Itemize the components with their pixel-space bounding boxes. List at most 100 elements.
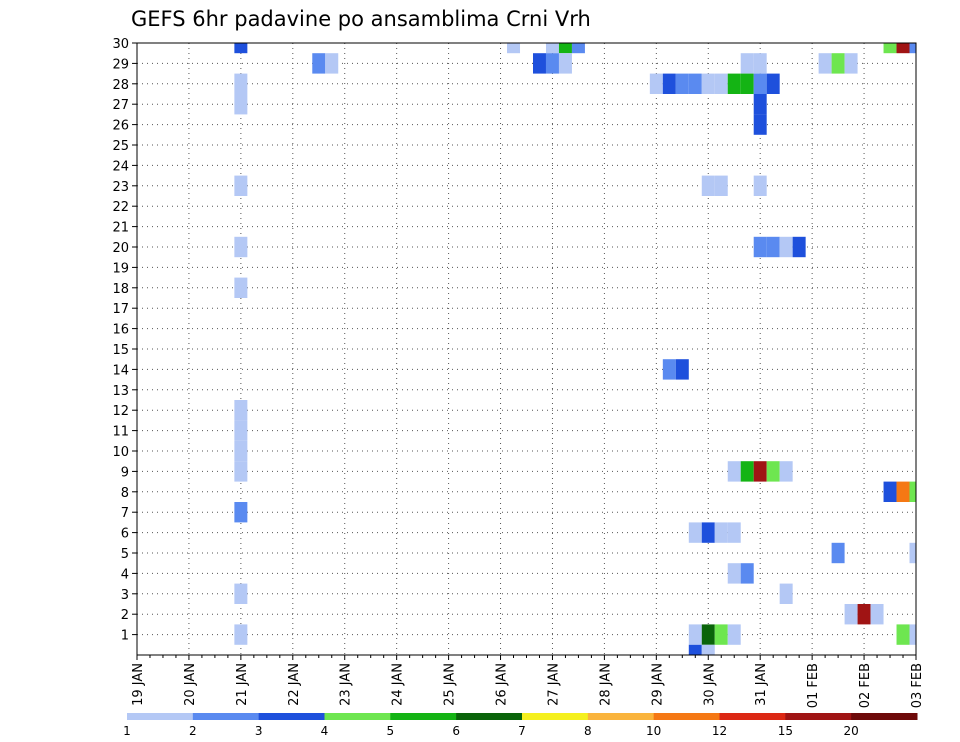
y-tick-label: 23 (112, 180, 129, 195)
y-tick-label: 22 (112, 200, 129, 215)
heatmap-cell (779, 583, 793, 604)
x-tick-label: 02 FEB (858, 663, 873, 708)
heatmap-cell (740, 563, 754, 584)
heatmap-cell (779, 236, 793, 258)
colorbar-segment (390, 713, 457, 720)
colorbar-segment (785, 713, 852, 720)
x-tick-label: 24 JAN (391, 663, 406, 706)
x-tick-label: 21 JAN (235, 663, 250, 706)
x-tick-label: 22 JAN (287, 663, 302, 706)
y-tick-label: 28 (112, 78, 129, 93)
colorbar-label: 5 (387, 724, 395, 738)
heatmap-cell (688, 73, 702, 94)
heatmap-cell (831, 53, 845, 74)
colorbar: 1 2 3 4 5 6 7 8 10 12 15 20 (123, 713, 918, 738)
heatmap-cell (234, 502, 248, 523)
heatmap-cell (909, 43, 916, 54)
heatmap-cell (312, 53, 326, 74)
y-tick-label: 5 (121, 547, 129, 562)
heatmap-cell (675, 73, 689, 94)
heatmap-cell (909, 624, 916, 645)
heatmap-cell (766, 461, 780, 482)
heatmap-cell (234, 277, 248, 298)
colorbar-label: 1 (123, 724, 131, 738)
heatmap-cell (688, 522, 702, 543)
colorbar-segment (456, 713, 523, 720)
y-tick-label: 15 (112, 343, 129, 358)
heatmap-cell (688, 624, 702, 645)
y-tick-label: 10 (112, 445, 129, 460)
x-tick-label: 28 JAN (598, 663, 613, 706)
heatmap-cell (896, 481, 910, 502)
heatmap-cell (662, 359, 676, 380)
y-tick-label: 21 (112, 221, 129, 236)
heatmap-cell (649, 73, 663, 94)
colorbar-label: 10 (646, 724, 661, 738)
heatmap-cell (234, 175, 248, 196)
plot-frame (136, 42, 917, 656)
y-tick-label: 19 (112, 261, 129, 276)
heatmap-cell (545, 43, 559, 54)
colorbar-label: 2 (189, 724, 197, 738)
y-tick-label: 2 (121, 608, 129, 623)
heatmap-cell (753, 461, 767, 482)
heatmap-cell (234, 43, 248, 54)
heatmap-cell (234, 236, 248, 258)
heatmap-cell (701, 522, 715, 543)
heatmap-cell (688, 644, 702, 655)
heatmap-cells (234, 43, 916, 655)
y-tick-label: 25 (112, 139, 129, 154)
x-tick-label: 19 JAN (131, 663, 146, 706)
x-tick-label: 26 JAN (495, 663, 510, 706)
heatmap-cell (234, 94, 248, 115)
heatmap-cell (558, 53, 572, 74)
heatmap-cell (234, 400, 248, 421)
y-tick-label: 12 (112, 404, 129, 419)
heatmap-cell (753, 114, 767, 135)
colorbar-label: 6 (452, 724, 460, 738)
y-tick-label: 30 (112, 37, 129, 52)
y-tick-label: 1 (121, 629, 129, 644)
heatmap-cell (792, 236, 806, 258)
heatmap-cell (701, 175, 715, 196)
x-tick-label: 31 JAN (754, 663, 769, 706)
x-axis-ticks: 19 JAN 20 JAN 21 JAN 22 JAN 23 JAN 24 JAN 25 J… (131, 655, 925, 708)
heatmap-cell (662, 73, 676, 94)
heatmap-cell (727, 563, 741, 584)
heatmap-cell (558, 43, 572, 54)
heatmap-cell (714, 73, 728, 94)
x-tick-label: 01 FEB (806, 663, 821, 708)
heatmap-cell (844, 53, 858, 74)
colorbar-segment (324, 713, 391, 720)
heatmap-cell (909, 481, 916, 502)
heatmap-cell (844, 604, 858, 625)
heatmap-cell (701, 624, 715, 645)
x-tick-label: 03 FEB (910, 663, 925, 708)
colorbar-segment (522, 713, 589, 720)
heatmap-cell (714, 522, 728, 543)
y-tick-label: 17 (112, 302, 129, 317)
colorbar-label: 3 (255, 724, 263, 738)
heatmap-cell (234, 624, 248, 645)
colorbar-label: 15 (778, 724, 793, 738)
heatmap-cell (857, 604, 871, 625)
colorbar-segment (653, 713, 720, 720)
heatmap-cell (507, 43, 521, 54)
grid-lines (137, 43, 916, 655)
y-tick-label: 13 (112, 384, 129, 399)
heatmap-cell (753, 175, 767, 196)
heatmap-cell (675, 359, 689, 380)
colorbar-segment (192, 713, 260, 720)
colorbar-label: 12 (712, 724, 727, 738)
heatmap-cell (571, 43, 585, 54)
y-tick-label: 7 (121, 506, 129, 521)
y-tick-label: 4 (121, 567, 129, 582)
colorbar-label: 7 (518, 724, 526, 738)
heatmap-cell (818, 53, 832, 74)
y-tick-label: 6 (121, 527, 129, 542)
heatmap-cell (234, 440, 248, 462)
y-tick-label: 24 (112, 159, 129, 174)
x-tick-label: 23 JAN (339, 663, 354, 706)
heatmap-cell (532, 53, 546, 74)
heatmap-cell (779, 461, 793, 482)
